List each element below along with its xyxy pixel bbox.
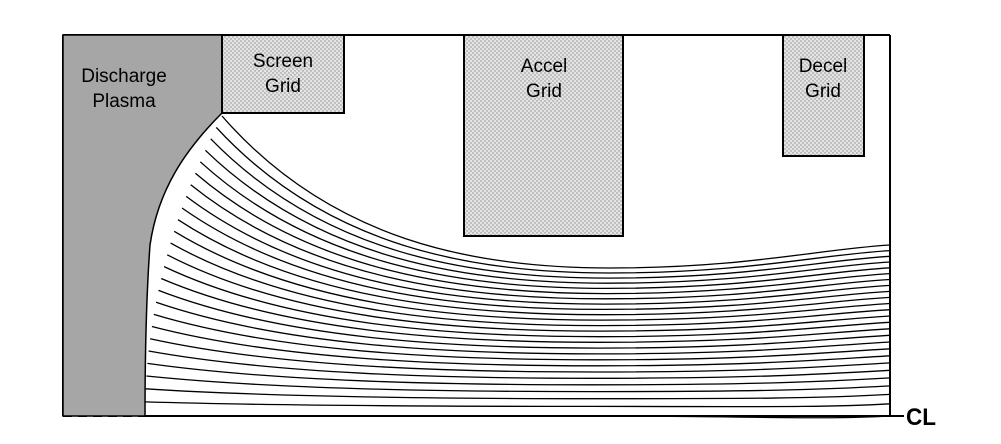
- ion-trajectory-line: [147, 362, 891, 386]
- ion-trajectory-line: [153, 313, 891, 361]
- ion-trajectory-line: [181, 207, 891, 311]
- ion-trajectory-line: [190, 184, 891, 300]
- discharge-plasma-label-line2: Plasma: [92, 91, 156, 112]
- ion-trajectory-line: [210, 138, 891, 279]
- ion-trajectories: [144, 115, 891, 419]
- ion-trajectory-line: [149, 338, 891, 373]
- ion-trajectory-line: [194, 172, 891, 295]
- accel-grid-label-line1: Accel: [521, 56, 567, 77]
- ion-trajectory-line: [221, 115, 891, 269]
- screen-grid-label-line1: Screen: [253, 51, 313, 72]
- ion-trajectory-line: [158, 289, 891, 349]
- ion-trajectory-line: [170, 242, 891, 327]
- screen-grid-label-line2: Grid: [265, 76, 301, 97]
- ion-trajectory-line: [155, 301, 891, 355]
- discharge-plasma-label-line1: Discharge: [81, 66, 167, 87]
- centerline-label: CL: [906, 404, 936, 431]
- ion-trajectory-line: [146, 375, 891, 393]
- ion-trajectory-line: [160, 277, 891, 343]
- decel-grid-label-line2: Grid: [805, 81, 841, 102]
- discharge-plasma-region: [62, 34, 223, 417]
- ion-trajectory-line: [215, 126, 891, 274]
- ion-trajectory-line: [145, 401, 891, 408]
- ion-trajectory-line: [173, 230, 891, 321]
- ion-trajectory-line: [177, 219, 891, 316]
- ion-trajectory-line: [199, 161, 891, 290]
- decel-grid-label-line1: Decel: [799, 56, 848, 77]
- ion-trajectory-line: [166, 254, 891, 332]
- ion-trajectory-line: [148, 350, 891, 379]
- ion-trajectory-line: [185, 195, 891, 305]
- ion-trajectory-line: [144, 415, 891, 419]
- ion-trajectory-line: [145, 388, 891, 400]
- ion-trajectory-line: [204, 149, 891, 284]
- decel-grid: [782, 34, 865, 157]
- ion-trajectory-line: [151, 325, 891, 367]
- accel-grid: [463, 34, 624, 237]
- accel-grid-label-line2: Grid: [526, 81, 562, 102]
- screen-grid: [221, 34, 345, 114]
- ion-trajectory-line: [163, 266, 891, 338]
